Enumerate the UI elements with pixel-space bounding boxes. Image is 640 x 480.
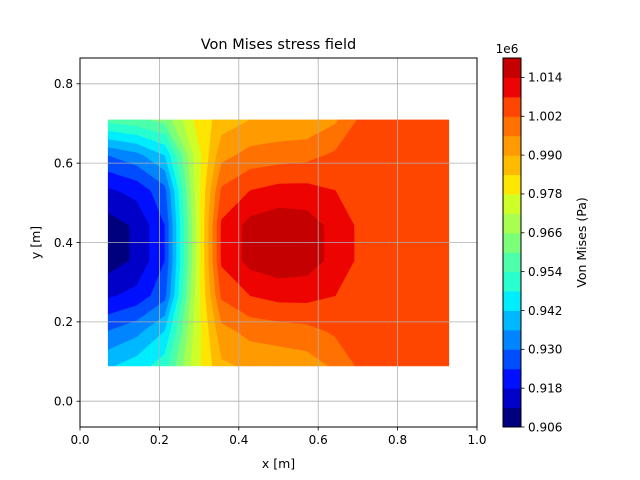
colorbar-band-4 [503,329,521,350]
colorbar-band-13 [503,155,521,176]
colorbar-band-14 [503,135,521,156]
colorbar-label: Von Mises (Pa) [574,197,589,287]
colorbar-tick-label: 1.002 [528,110,562,124]
colorbar-bands [503,58,521,428]
colorbar-band-3 [503,349,521,370]
colorbar-band-11 [503,193,521,214]
contour-band-18 [241,207,325,279]
y-axis-label: y [m] [28,226,43,259]
colorbar-band-6 [503,291,521,311]
colorbar-frame [502,57,522,428]
colorbar-tick-label: 0.978 [528,187,562,201]
colorbar-band-18 [503,58,521,78]
plot-area [80,58,477,427]
colorbar-band-9 [503,232,521,253]
x-tick-label: 1.0 [467,433,486,447]
x-tick-label: 0.4 [229,433,248,447]
colorbar-tick-label: 0.990 [528,148,562,162]
colorbar-tick-label: 0.906 [528,420,562,434]
colorbar-multiplier: 1e6 [496,42,519,56]
colorbar-tick-label: 0.930 [528,343,562,357]
grid-lines [80,58,477,427]
colorbar-ticks: 0.906 0.918 0.930 0.942 0.954 0.966 0.978 0.990… [521,71,562,434]
colorbar-band-17 [503,77,521,98]
colorbar-band-15 [503,116,521,137]
colorbar: 0.906 0.918 0.930 0.942 0.954 0.966 0.978 0.990… [496,42,589,434]
y-tick-label: 0.4 [54,236,73,250]
colorbar-band-0 [503,407,521,428]
x-tick-label: 0.8 [388,433,407,447]
x-tick-label: 0.0 [70,433,89,447]
y-tick-label: 0.8 [54,77,73,91]
colorbar-tick-label: 0.918 [528,381,562,395]
x-tick-label: 0.6 [309,433,328,447]
colorbar-tick-label: 0.966 [528,226,562,240]
colorbar-band-2 [503,368,521,389]
colorbar-band-5 [503,310,521,331]
colorbar-band-16 [503,96,521,117]
y-tick-label: 0.2 [54,315,73,329]
colorbar-tick-label: 0.942 [528,304,562,318]
colorbar-band-10 [503,213,521,234]
colorbar-tick-label: 1.014 [528,71,562,85]
colorbar-band-7 [503,271,521,292]
colorbar-tick-label: 0.954 [528,265,562,279]
y-axis-ticks: 0.0 0.2 0.4 0.6 0.8 [54,77,80,409]
y-tick-label: 0.6 [54,156,73,170]
y-tick-label: 0.0 [54,395,73,409]
colorbar-band-8 [503,252,521,273]
x-axis-label: x [m] [262,456,295,471]
colorbar-band-1 [503,388,521,409]
x-axis-ticks: 0.0 0.2 0.4 0.6 0.8 1.0 [70,427,487,447]
x-tick-label: 0.2 [150,433,169,447]
colorbar-band-12 [503,174,521,195]
chart-title: Von Mises stress field [201,37,356,53]
